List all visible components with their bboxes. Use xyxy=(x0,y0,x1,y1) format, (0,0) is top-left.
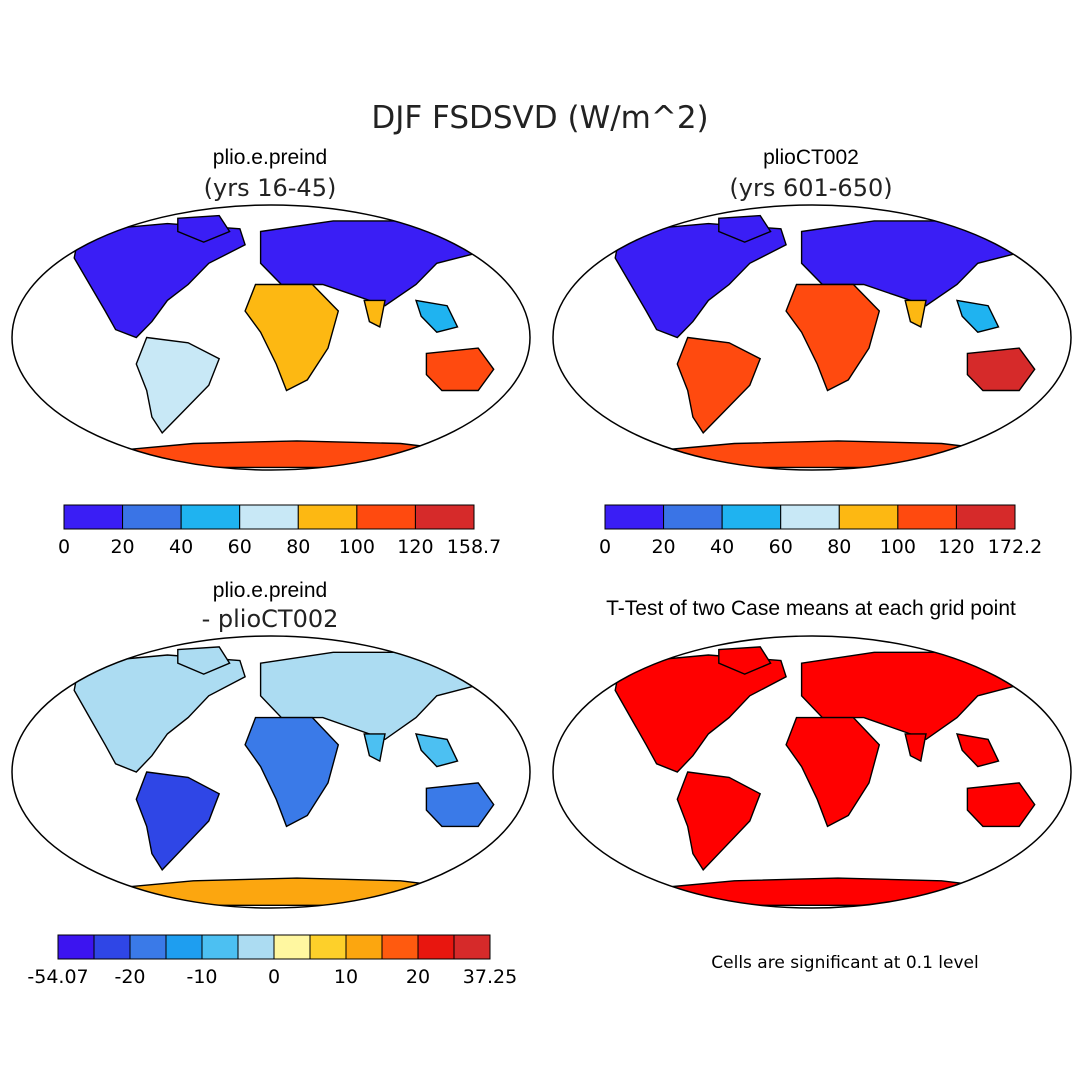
colorbar-tick-label: 100 xyxy=(880,536,916,558)
panel-2-title: plioCT002 xyxy=(763,146,859,169)
colorbar-swatch xyxy=(180,504,241,530)
colorbar-swatch xyxy=(122,504,182,530)
landmass-sa xyxy=(135,336,221,435)
colorbar-swatch xyxy=(414,504,475,530)
colorbar-swatch xyxy=(345,934,383,960)
landmass-aus xyxy=(425,782,495,828)
landmass-na xyxy=(614,654,787,773)
significance-note: Cells are significant at 0.1 level xyxy=(711,953,978,973)
colorbar-tick-label: 80 xyxy=(827,536,851,558)
colorbar-tick-label: 0 xyxy=(268,966,280,988)
main-title: DJF FSDSVD (W/m^2) xyxy=(371,100,708,136)
colorbar-tick-label: 60 xyxy=(228,536,252,558)
colorbar-tick-label: 37.25 xyxy=(463,966,517,988)
colorbar-tick-label: 20 xyxy=(651,536,675,558)
colorbar-swatch xyxy=(955,504,1016,530)
colorbar-swatch xyxy=(604,504,665,530)
panel-2-subtitle: (yrs 601-650) xyxy=(729,174,892,202)
panel-3-subtitle: - plioCT002 xyxy=(202,605,339,633)
colorbar-swatch xyxy=(417,934,455,960)
colorbar-tick-label: 80 xyxy=(286,536,310,558)
landmass-afr xyxy=(785,716,881,828)
colorbar-swatch xyxy=(273,934,311,960)
colorbar-swatch xyxy=(309,934,347,960)
colorbar-tick-label: 120 xyxy=(938,536,974,558)
colorbar-swatch xyxy=(453,934,491,960)
landmass-aus xyxy=(425,347,495,392)
landmass-afr xyxy=(244,283,340,392)
colorbar-swatch xyxy=(57,934,95,960)
colorbar-swatch xyxy=(721,504,782,530)
landmass-sa xyxy=(676,336,762,435)
map-panel-case1 xyxy=(11,204,531,471)
colorbar-tick-label: 40 xyxy=(169,536,193,558)
colorbar-swatch xyxy=(63,504,124,530)
map-panel-ttest xyxy=(552,635,1072,909)
colorbar-swatch xyxy=(838,504,899,530)
landmass-na xyxy=(73,654,246,773)
landmass-sa xyxy=(676,771,762,872)
colorbar-case2: 0 20 40 60 80 100 120 172.2 xyxy=(599,504,1042,558)
map-panel-case2 xyxy=(552,204,1072,471)
colorbar-tick-label: 120 xyxy=(397,536,433,558)
colorbar-tick-label: -20 xyxy=(114,966,145,988)
colorbar-tick-label: 100 xyxy=(339,536,375,558)
panel-1-subtitle: (yrs 16-45) xyxy=(204,174,337,202)
landmass-afr xyxy=(785,283,881,392)
landmass-sea xyxy=(414,299,459,333)
colorbar-difference: -54.07 -20 -10 0 10 20 37.25 xyxy=(27,934,517,988)
colorbar-tick-label: 40 xyxy=(710,536,734,558)
landmass-ind xyxy=(904,299,927,328)
landmass-green xyxy=(177,214,231,243)
panel-1-title: plio.e.preind xyxy=(213,146,327,169)
colorbar-swatch xyxy=(381,934,419,960)
colorbar-tick-label: 20 xyxy=(406,966,430,988)
colorbar-swatch xyxy=(356,504,416,530)
colorbar-swatch xyxy=(780,504,840,530)
landmass-na xyxy=(614,222,787,339)
colorbar-swatch xyxy=(165,934,203,960)
colorbar-swatch xyxy=(129,934,167,960)
landmass-na xyxy=(73,222,246,339)
landmass-sea xyxy=(414,733,459,768)
landmass-sa xyxy=(135,771,221,872)
colorbar-tick-label: 172.2 xyxy=(988,536,1042,558)
map-border xyxy=(552,635,1072,909)
landmass-aus xyxy=(966,782,1036,828)
landmass-sea xyxy=(955,299,1000,333)
map-border xyxy=(11,635,531,909)
colorbar-swatch xyxy=(663,504,723,530)
landmass-ind xyxy=(904,733,927,763)
colorbar-swatch xyxy=(239,504,299,530)
colorbar-case1: 0 20 40 60 80 100 120 158.7 xyxy=(58,504,501,558)
landmass-green xyxy=(177,646,231,675)
colorbar-swatch xyxy=(93,934,131,960)
map-border xyxy=(11,204,531,471)
map-border xyxy=(552,204,1072,471)
panel-4-title: T-Test of two Case means at each grid po… xyxy=(606,597,1016,620)
colorbar-tick-label: 20 xyxy=(110,536,134,558)
landmass-green xyxy=(718,214,772,243)
colorbar-tick-label: 60 xyxy=(769,536,793,558)
colorbar-swatch xyxy=(297,504,358,530)
colorbar-swatch xyxy=(897,504,957,530)
map-panel-difference xyxy=(11,635,531,909)
colorbar-tick-label: -54.07 xyxy=(27,966,88,988)
colorbar-tick-label: 0 xyxy=(599,536,611,558)
landmass-afr xyxy=(244,716,340,828)
colorbar-tick-label: 0 xyxy=(58,536,70,558)
colorbar-swatch xyxy=(237,934,275,960)
panel-3-title: plio.e.preind xyxy=(213,579,327,602)
landmass-aus xyxy=(966,347,1036,392)
colorbar-tick-label: 158.7 xyxy=(447,536,501,558)
colorbar-tick-label: 10 xyxy=(334,966,358,988)
landmass-sea xyxy=(955,733,1000,768)
colorbar-tick-label: -10 xyxy=(186,966,217,988)
colorbar-swatch xyxy=(201,934,239,960)
landmass-green xyxy=(718,646,772,675)
landmass-ind xyxy=(363,733,386,763)
landmass-ind xyxy=(363,299,386,328)
